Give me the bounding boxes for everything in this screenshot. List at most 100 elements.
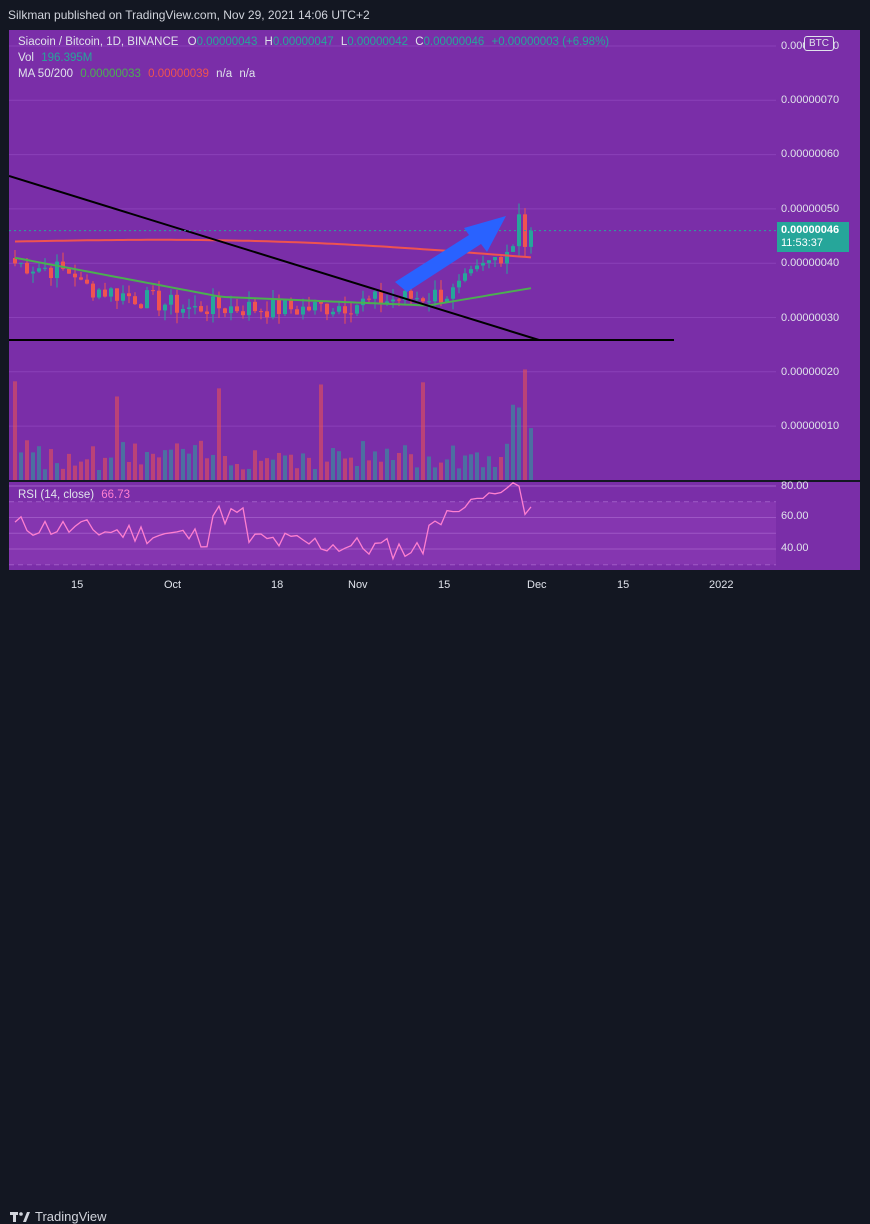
candle-body	[313, 302, 317, 311]
descending-trendline	[9, 175, 540, 341]
volume-bar	[103, 457, 107, 480]
volume-bar	[439, 462, 443, 480]
volume-bar	[235, 463, 239, 480]
volume-bar	[133, 443, 137, 480]
candlestick-chart-svg[interactable]	[9, 30, 776, 480]
candle-body	[427, 301, 431, 303]
price-scale[interactable]: 0.00000080 0.00000070 0.00000060 0.00000…	[776, 30, 860, 480]
rsi-scale[interactable]: 80.00 60.00 40.00	[776, 480, 860, 570]
time-tick: 15	[617, 579, 630, 591]
candle-body	[43, 267, 47, 269]
candle-body	[187, 307, 191, 310]
volume-bar	[283, 455, 287, 480]
candle-body	[169, 294, 173, 305]
volume-bar	[139, 464, 143, 480]
volume-bar	[193, 445, 197, 480]
candle-body	[211, 296, 215, 315]
tradingview-logo[interactable]: TradingView	[10, 1209, 107, 1224]
ohlc-row: Siacoin / Bitcoin, 1D, BINANCE O0.000000…	[18, 34, 609, 50]
ma50-value: 0.00000033	[80, 68, 141, 80]
candle-body	[265, 311, 269, 318]
candle-body	[379, 291, 383, 305]
price-chart[interactable]	[9, 30, 776, 480]
change-value: +0.00000003 (+6.98%)	[491, 36, 610, 48]
volume-bar	[289, 454, 293, 480]
volume-bar	[79, 461, 83, 480]
volume-bar	[313, 469, 317, 480]
volume-bar	[277, 452, 281, 480]
vol-label[interactable]: Vol	[18, 52, 34, 64]
volume-bar	[427, 456, 431, 480]
candle-body	[439, 289, 443, 303]
rsi-chart-svg[interactable]	[9, 482, 776, 570]
candle-body	[175, 294, 179, 313]
candle-body	[415, 298, 419, 300]
candle-body	[163, 304, 167, 311]
time-tick: Oct	[164, 579, 182, 591]
ma-na-1: n/a	[216, 68, 233, 80]
volume-bar	[97, 469, 101, 480]
volume-bar	[61, 468, 65, 480]
candle-body	[259, 311, 263, 313]
candle-body	[55, 261, 59, 279]
volume-bar	[247, 468, 251, 480]
candle-body	[73, 273, 77, 278]
candle-body	[457, 280, 461, 288]
volume-bar	[433, 467, 437, 480]
candle-body	[181, 309, 185, 313]
candle-body	[121, 293, 125, 301]
candle-body	[349, 313, 353, 315]
volume-bar	[253, 450, 257, 480]
candle-body	[79, 277, 83, 280]
volume-bar	[499, 457, 503, 480]
low-label: L	[340, 36, 348, 48]
volume-bar	[67, 453, 71, 480]
candle-body	[283, 300, 287, 315]
candle-body	[409, 290, 413, 299]
tradingview-logo-icon	[10, 1211, 30, 1222]
symbol-title[interactable]: Siacoin / Bitcoin, 1D, BINANCE	[18, 36, 179, 48]
rsi-pane[interactable]	[9, 482, 776, 570]
rsi-label[interactable]: RSI (14, close)	[18, 489, 95, 501]
volume-bar	[337, 451, 341, 480]
rsi-legend: RSI (14, close) 66.73	[18, 489, 130, 501]
candle-body	[139, 304, 143, 309]
ma-na-2: n/a	[239, 68, 256, 80]
candle-body	[91, 283, 95, 298]
time-scale[interactable]: 15 Oct 18 Nov 15 Dec 15 2022	[9, 572, 860, 598]
candle-body	[529, 230, 533, 247]
volume-bar	[25, 440, 29, 480]
volume-bar	[85, 459, 89, 480]
volume-bar	[199, 440, 203, 480]
ma-label[interactable]: MA 50/200	[18, 68, 73, 80]
rsi-band	[9, 501, 776, 565]
volume-bar	[457, 468, 461, 480]
volume-bar	[163, 450, 167, 480]
brand-name: TradingView	[35, 1209, 107, 1224]
candle-body	[403, 290, 407, 301]
volume-bar	[127, 461, 131, 480]
ma50-line	[14, 256, 532, 307]
candle-body	[151, 290, 155, 292]
volume-bar	[361, 441, 365, 480]
candle-body	[37, 268, 41, 272]
candle-body	[127, 293, 131, 297]
candle-body	[319, 302, 323, 304]
volume-bar	[463, 455, 467, 480]
volume-bar	[481, 467, 485, 480]
candle-body	[235, 306, 239, 312]
candle-body	[499, 257, 503, 264]
candle-body	[271, 299, 275, 318]
volume-bar	[223, 455, 227, 480]
candle-body	[481, 262, 485, 266]
candle-body	[31, 271, 35, 274]
close-label: C	[415, 36, 424, 48]
current-price: 0.00000046	[781, 224, 840, 236]
low-value: 0.00000042	[347, 36, 408, 48]
high-label: H	[264, 36, 273, 48]
candle-body	[505, 251, 509, 264]
volume-bar	[391, 459, 395, 480]
currency-badge[interactable]: BTC	[804, 36, 834, 51]
publish-header: Silkman published on TradingView.com, No…	[0, 0, 870, 30]
candle-body	[205, 311, 209, 315]
